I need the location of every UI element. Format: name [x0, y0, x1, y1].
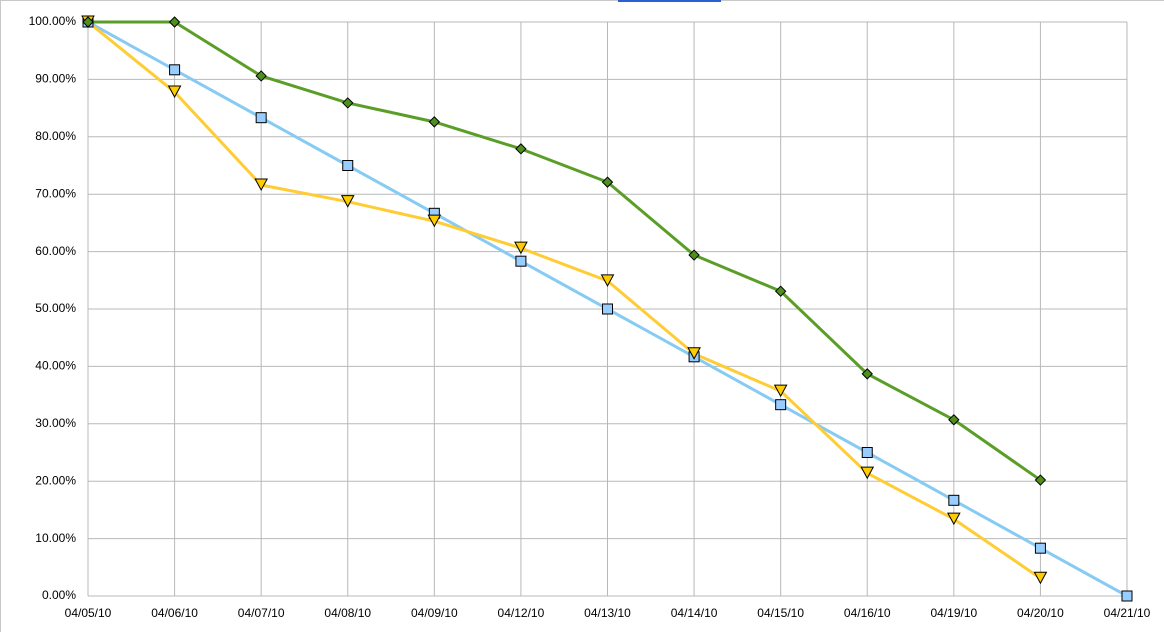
- y-tick-label: 80.00%: [35, 129, 76, 143]
- marker: [1034, 542, 1046, 554]
- x-tick-label: 04/13/10: [584, 606, 631, 620]
- marker: [169, 64, 181, 76]
- marker: [600, 274, 615, 287]
- marker: [427, 214, 442, 228]
- marker: [515, 143, 527, 155]
- x-tick-label: 04/14/10: [671, 606, 718, 620]
- y-tick-label: 60.00%: [35, 244, 76, 258]
- marker: [860, 466, 875, 480]
- x-tick-label: 04/15/10: [757, 606, 804, 620]
- y-tick-label: 70.00%: [35, 186, 76, 200]
- marker: [946, 512, 961, 526]
- series-line: [87, 20, 1042, 580]
- marker: [515, 255, 527, 267]
- y-tick-label: 90.00%: [35, 72, 76, 86]
- x-tick-label: 04/19/10: [930, 606, 977, 620]
- marker: [167, 85, 182, 99]
- marker: [687, 347, 701, 360]
- marker: [773, 384, 788, 398]
- marker: [688, 249, 700, 261]
- marker: [602, 303, 613, 315]
- y-tick-label: 20.00%: [35, 473, 76, 487]
- marker: [342, 160, 354, 171]
- marker: [948, 494, 960, 506]
- marker: [82, 16, 94, 28]
- marker: [254, 178, 269, 192]
- series-line: [88, 20, 1042, 482]
- marker: [775, 399, 787, 411]
- marker: [168, 16, 181, 28]
- selection-tab: [618, 0, 721, 2]
- x-tick-label: 04/12/10: [498, 606, 545, 620]
- x-tick-label: 04/08/10: [324, 606, 371, 620]
- y-tick-label: 0.00%: [42, 588, 76, 602]
- marker: [342, 97, 354, 109]
- marker: [861, 368, 873, 380]
- x-tick-label: 04/06/10: [151, 606, 198, 620]
- marker: [255, 70, 267, 82]
- marker: [861, 447, 873, 458]
- y-tick-label: 40.00%: [35, 359, 76, 373]
- marker: [1033, 571, 1048, 585]
- y-tick-label: 30.00%: [35, 416, 76, 430]
- marker: [1121, 590, 1133, 602]
- x-tick-label: 04/21/10: [1104, 606, 1151, 620]
- marker: [255, 112, 267, 124]
- marker: [601, 176, 614, 188]
- x-tick-label: 04/20/10: [1017, 606, 1064, 620]
- marker: [948, 414, 960, 426]
- marker: [514, 241, 528, 255]
- y-tick-label: 10.00%: [35, 531, 76, 545]
- x-tick-label: 04/16/10: [844, 606, 891, 620]
- x-tick-label: 04/09/10: [411, 606, 458, 620]
- x-tick-label: 04/05/10: [65, 606, 112, 620]
- y-tick-label: 50.00%: [35, 301, 76, 315]
- x-tick-label: 04/07/10: [238, 606, 285, 620]
- marker: [428, 116, 441, 128]
- marker: [340, 195, 355, 208]
- y-tick-label: 100.00%: [29, 14, 77, 28]
- marker: [1034, 474, 1047, 486]
- marker: [774, 285, 787, 297]
